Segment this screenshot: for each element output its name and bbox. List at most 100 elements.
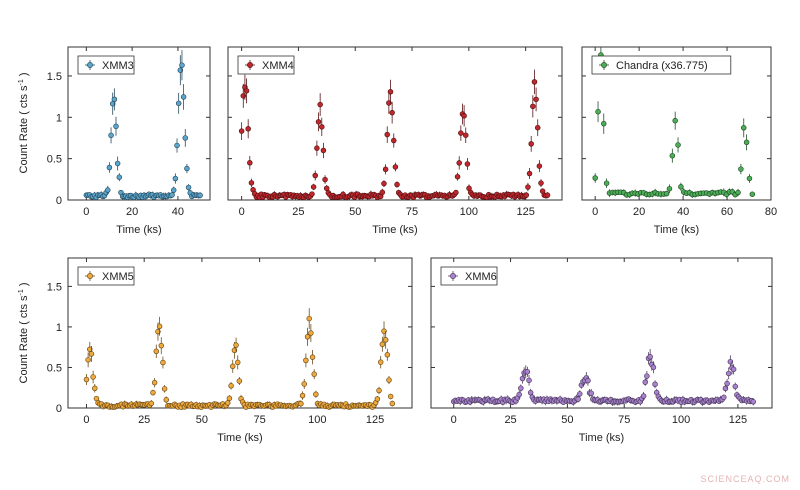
- x-tick-label: 25: [292, 206, 304, 218]
- data-point: [382, 166, 389, 173]
- data-point: [243, 88, 250, 94]
- data-point: [534, 124, 541, 131]
- y-axis-title-top: Count Rate ( cts s-1 ): [18, 72, 30, 173]
- x-axis-label: Time (ks): [372, 224, 417, 236]
- data-point: [160, 359, 166, 366]
- x-axis-label: Time (ks): [217, 432, 262, 444]
- data-point: [299, 392, 306, 399]
- legend-box: [237, 55, 295, 75]
- data-point: [309, 354, 316, 360]
- data-point: [301, 381, 307, 387]
- data-point: [544, 192, 551, 198]
- data-point: [234, 359, 241, 366]
- data-point: [738, 166, 744, 172]
- data-point: [722, 385, 729, 392]
- data-point: [724, 380, 730, 387]
- panel-xmm3: 0 20 40 0 0.5 1 1.5 Time (ks) XMM3: [47, 46, 211, 236]
- data-point: [376, 387, 382, 394]
- data-point: [303, 357, 309, 364]
- data-point: [236, 378, 243, 384]
- data-point: [177, 67, 184, 73]
- y-tick-label: 1: [56, 322, 62, 334]
- x-tick-label: 40: [172, 206, 184, 218]
- data-point: [185, 184, 192, 191]
- data-point: [113, 123, 119, 130]
- legend-box: [77, 266, 135, 286]
- legend: XMM4: [237, 55, 295, 75]
- data-points: [450, 349, 757, 407]
- data-point: [647, 354, 653, 360]
- data-point: [106, 164, 113, 171]
- legend: XMM5: [77, 266, 135, 286]
- y-tick-label: 1.5: [47, 71, 62, 83]
- data-point: [247, 160, 253, 166]
- data-point: [114, 160, 121, 167]
- data-point: [151, 379, 158, 386]
- data-point: [322, 176, 328, 183]
- data-point: [381, 180, 387, 187]
- legend-marker: [87, 62, 93, 68]
- data-point: [675, 142, 681, 148]
- x-tick-label: 25: [504, 414, 516, 426]
- data-point: [640, 393, 647, 399]
- data-point: [592, 175, 598, 181]
- data-point: [575, 396, 581, 402]
- data-point: [150, 389, 156, 396]
- y-tick-label: 1: [56, 112, 62, 124]
- data-point: [526, 170, 533, 177]
- data-point: [311, 371, 317, 377]
- data-point: [588, 390, 594, 396]
- data-point: [750, 399, 757, 405]
- data-point: [315, 119, 322, 125]
- x-axis-label: Time (ks): [654, 224, 699, 236]
- data-point: [642, 379, 648, 385]
- data-point: [464, 161, 471, 167]
- data-point: [310, 184, 317, 190]
- x-tick-label: 50: [561, 414, 573, 426]
- data-point: [163, 397, 170, 403]
- watermark: SCIENCEAQ.COM: [700, 474, 790, 484]
- legend: XMM6: [440, 266, 498, 286]
- data-point: [309, 191, 315, 197]
- data-point: [148, 400, 155, 407]
- data-point: [732, 383, 739, 390]
- panel-xmm6: 0 25 50 75 100 125 Time (ks) XMM6: [430, 257, 773, 444]
- data-point: [454, 173, 461, 180]
- legend: Chandra (x36.775): [591, 55, 732, 75]
- panel-xmm5: 0 25 50 75 100 125 0 0.5 1 1.5 Time (ks) XMM5: [47, 257, 413, 444]
- data-point: [306, 315, 312, 322]
- legend-label: XMM5: [102, 271, 134, 283]
- data-point: [746, 175, 753, 182]
- legend-box: [591, 55, 732, 75]
- y-tick-label: 0.5: [47, 154, 62, 166]
- data-point: [516, 391, 522, 398]
- data-point: [323, 185, 330, 192]
- data-point: [387, 89, 394, 95]
- data-point: [197, 192, 203, 199]
- x-tick-label: 125: [729, 414, 747, 426]
- x-tick-label: 75: [618, 414, 630, 426]
- x-tick-label: 0: [83, 414, 89, 426]
- data-point: [153, 348, 160, 355]
- data-point: [394, 181, 400, 188]
- panel-xmm4: 0 25 50 75 100 125 Time (ks) XMM4: [227, 46, 563, 236]
- data-point: [158, 342, 165, 349]
- data-points: [592, 47, 756, 198]
- data-point: [155, 328, 161, 335]
- data-point: [650, 364, 657, 371]
- data-point: [601, 120, 607, 127]
- data-point: [156, 323, 163, 330]
- data-point: [672, 117, 678, 124]
- data-point: [533, 96, 539, 103]
- data-point: [666, 185, 673, 192]
- x-tick-label: 100: [460, 206, 478, 218]
- data-point: [85, 357, 91, 363]
- data-point: [384, 352, 391, 358]
- y-tick-label: 0: [56, 195, 62, 207]
- data-point: [184, 165, 190, 172]
- data-points: [83, 308, 396, 410]
- x-tick-label: 0: [592, 206, 598, 218]
- data-point: [386, 100, 392, 106]
- data-point: [735, 189, 741, 196]
